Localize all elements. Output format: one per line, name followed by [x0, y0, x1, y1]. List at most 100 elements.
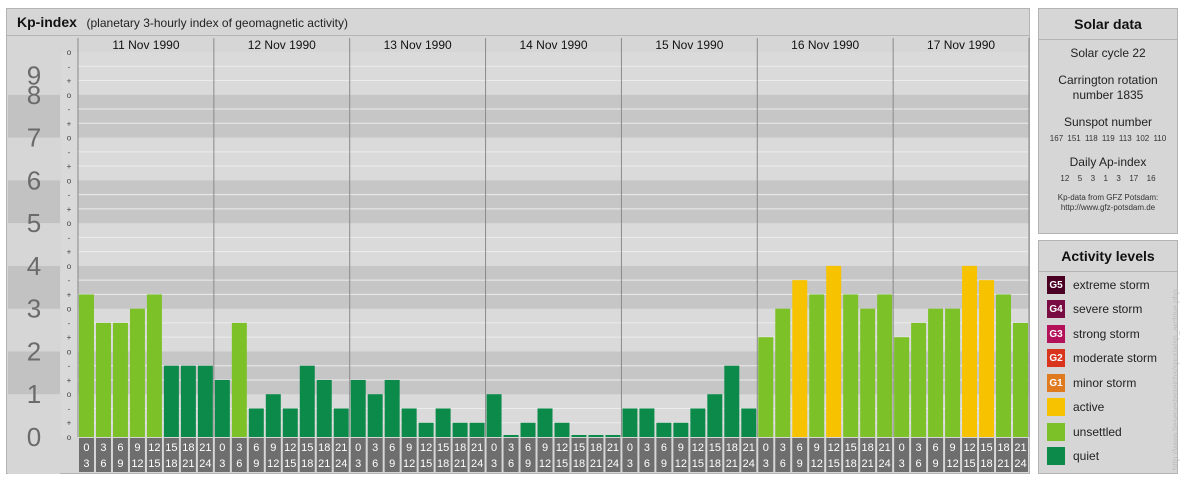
interval-end-label: 24: [879, 458, 891, 470]
interval-box: [537, 438, 553, 472]
legend-label: quiet: [1073, 449, 1100, 463]
interval-start-label: 18: [997, 442, 1009, 454]
kp-bar: [1013, 322, 1028, 437]
interval-end-label: 15: [556, 458, 568, 470]
legend-unsettled: unsettled: [1047, 423, 1122, 441]
minor-mark: +: [67, 419, 72, 428]
legend-label: strong storm: [1073, 327, 1140, 341]
kp-band: [78, 180, 1029, 224]
interval-end-label: 3: [83, 458, 89, 470]
y-axis-band: [8, 94, 60, 138]
interval-end-label: 3: [355, 458, 361, 470]
interval-end-label: 18: [980, 458, 992, 470]
kp-bar: [486, 394, 502, 437]
interval-start-label: 12: [828, 442, 840, 454]
minor-mark: -: [68, 62, 71, 71]
interval-start-label: 21: [471, 442, 483, 454]
watermark: http://www.tiesenesterreichs/spur/a/sp_a…: [1171, 289, 1180, 470]
day-label: 13 Nov 1990: [384, 38, 452, 52]
interval-end-label: 24: [607, 458, 619, 470]
interval-end-label: 15: [692, 458, 704, 470]
interval-start-label: 18: [182, 442, 194, 454]
interval-end-label: 9: [253, 458, 259, 470]
interval-start-label: 0: [491, 442, 497, 454]
minor-mark: -: [68, 319, 71, 328]
minor-mark: o: [67, 433, 72, 442]
credit-link[interactable]: http://www.gfz-potsdam.de: [1060, 203, 1156, 212]
interval-end-label: 9: [389, 458, 395, 470]
interval-start-label: 0: [83, 442, 89, 454]
kp-bar: [656, 422, 672, 437]
interval-start-label: 9: [950, 442, 956, 454]
interval-box: [299, 438, 315, 472]
interval-start-label: 12: [963, 442, 975, 454]
day-label: 15 Nov 1990: [655, 38, 723, 52]
interval-box: [197, 438, 213, 472]
minor-mark: +: [67, 376, 72, 385]
interval-box: [707, 438, 723, 472]
interval-end-label: 21: [318, 458, 330, 470]
interval-start-label: 6: [797, 442, 803, 454]
minor-mark: o: [67, 91, 72, 100]
interval-box: [180, 438, 196, 472]
interval-start-label: 3: [100, 442, 106, 454]
interval-start-label: 6: [253, 442, 259, 454]
interval-box: [316, 438, 332, 472]
interval-box: [962, 438, 978, 472]
y-tick-label: 0: [27, 422, 41, 452]
ap-index-label: Daily Ap-index: [1069, 155, 1147, 169]
kp-bar: [79, 294, 94, 437]
kp-bar: [248, 408, 264, 437]
kp-bar: [962, 265, 978, 437]
interval-start-label: 21: [607, 442, 619, 454]
interval-end-label: 21: [454, 458, 466, 470]
interval-start-label: 15: [165, 442, 177, 454]
interval-end-label: 6: [372, 458, 378, 470]
y-tick-label: 5: [27, 208, 41, 238]
y-tick-label: 8: [27, 80, 41, 110]
chart-subtitle: (planetary 3-hourly index of geomagnetic…: [86, 16, 348, 30]
minor-mark: o: [67, 134, 72, 143]
interval-box: [486, 438, 502, 472]
legend-active: active: [1047, 398, 1104, 416]
interval-start-label: 0: [899, 442, 905, 454]
interval-box: [367, 438, 383, 472]
legend-swatch-g2: G2: [1047, 349, 1065, 367]
interval-end-label: 3: [219, 458, 225, 470]
y-axis-band: [8, 394, 60, 437]
interval-start-label: 18: [726, 442, 738, 454]
interval-box: [622, 438, 638, 472]
kp-bar: [384, 379, 400, 437]
kp-bar: [112, 322, 128, 437]
kp-bar: [95, 322, 111, 437]
interval-start-label: 12: [420, 442, 432, 454]
interval-end-label: 3: [763, 458, 769, 470]
interval-box: [860, 438, 876, 472]
chart-title: Kp-index: [17, 14, 77, 30]
kp-bar: [299, 365, 315, 437]
minor-mark: o: [67, 262, 72, 271]
day-label: 11 Nov 1990: [112, 38, 179, 52]
legend-swatch-g4: G4: [1047, 300, 1065, 318]
legend-strong-storm: G3 strong storm: [1047, 325, 1140, 343]
interval-start-label: 9: [270, 442, 276, 454]
interval-end-label: 6: [508, 458, 514, 470]
interval-start-label: 15: [709, 442, 721, 454]
legend-label: severe storm: [1073, 302, 1143, 316]
interval-start-label: 6: [117, 442, 123, 454]
y-axis-band: [8, 180, 60, 224]
kp-bar: [469, 422, 485, 437]
interval-box: [214, 438, 230, 472]
interval-start-label: 0: [355, 442, 361, 454]
interval-box: [231, 438, 247, 472]
interval-box: [571, 438, 587, 472]
activity-levels-panel: Activity levels G5 extreme storm G4 seve…: [1038, 240, 1178, 474]
interval-start-label: 0: [763, 442, 769, 454]
interval-start-label: 3: [644, 442, 650, 454]
interval-start-label: 15: [980, 442, 992, 454]
minor-mark: +: [67, 119, 72, 128]
minor-mark: -: [68, 233, 71, 242]
interval-end-label: 9: [525, 458, 531, 470]
legend-minor-storm: G1 minor storm: [1047, 374, 1136, 392]
interval-box: [894, 438, 910, 472]
